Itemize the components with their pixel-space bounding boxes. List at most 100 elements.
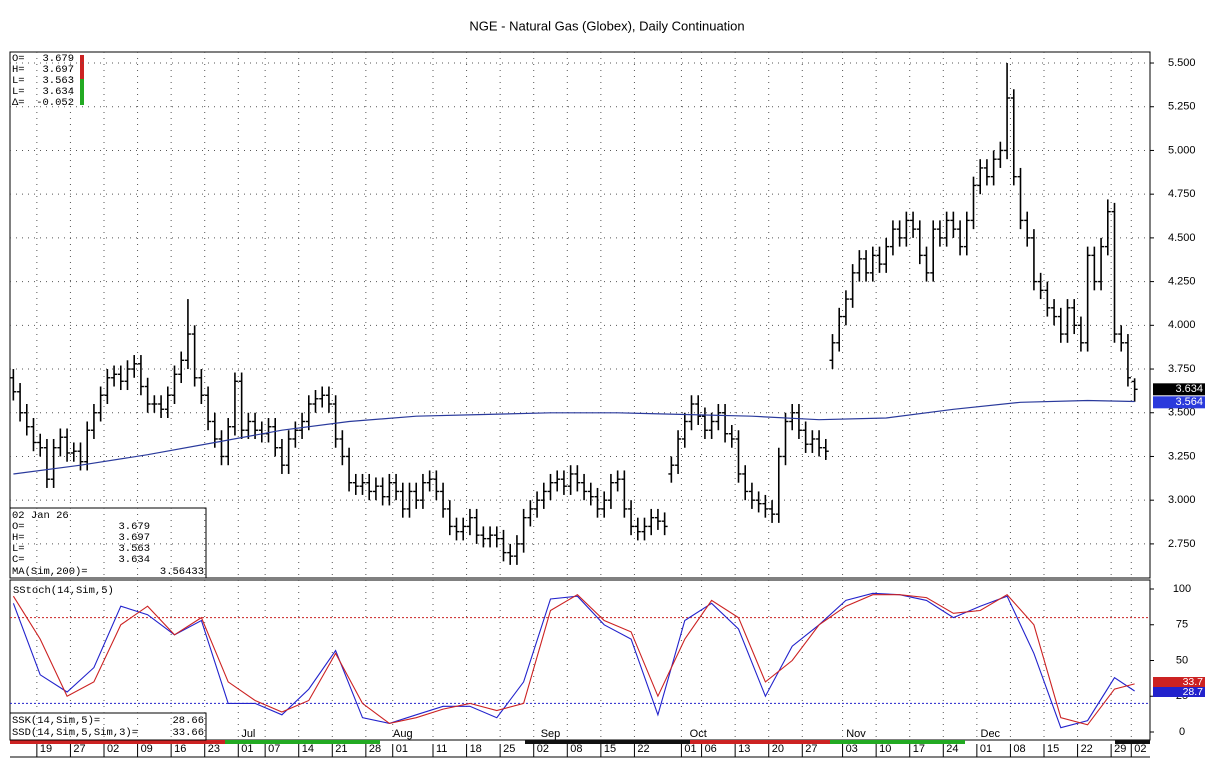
x-tick-label: 22 xyxy=(637,743,649,755)
y-tick-label: 5.000 xyxy=(1168,144,1196,156)
chart-title: NGE - Natural Gas (Globex), Daily Contin… xyxy=(469,18,744,33)
stoch-value-label: 33.7 xyxy=(1183,676,1204,688)
x-tick-label: 24 xyxy=(946,743,958,755)
y-tick-label: 5.250 xyxy=(1168,101,1196,113)
y-tick-label: 4.750 xyxy=(1168,188,1196,200)
y-tick-label: 75 xyxy=(1176,619,1188,631)
ma-value-box xyxy=(1153,396,1205,409)
x-tick-label: 10 xyxy=(879,743,891,755)
y-tick-label: 5.500 xyxy=(1168,57,1196,69)
date-strip xyxy=(10,740,225,744)
info-label: O= xyxy=(12,521,25,533)
x-tick-label: 16 xyxy=(174,743,186,755)
stoch-readout-name: SSK(14,Sim,5)= xyxy=(12,715,100,727)
stoch-value-box xyxy=(1153,687,1205,697)
y-tick-label: 100 xyxy=(1173,583,1191,595)
ma-line xyxy=(13,399,1135,475)
y-tick-label: 3.750 xyxy=(1168,363,1196,375)
stoch-readout-value: 33.66 xyxy=(172,727,204,739)
stoch-line xyxy=(12,592,1135,729)
y-tick-label: 3.500 xyxy=(1168,407,1196,419)
info-label: L= xyxy=(12,543,25,555)
x-tick-label: 28 xyxy=(369,743,381,755)
month-label: Dec xyxy=(981,728,1001,740)
readout-label: H= xyxy=(12,64,25,76)
x-tick-label: 01 xyxy=(980,743,992,755)
info-date: 02 Jan 26 xyxy=(12,510,69,522)
x-tick-label: 06 xyxy=(705,743,717,755)
x-tick-label: 08 xyxy=(1013,743,1025,755)
x-tick-label: 07 xyxy=(268,743,280,755)
stoch-readout-value: 28.66 xyxy=(172,715,204,727)
stoch-readout-name: SSD(14,Sim,5,Sim,3)= xyxy=(12,727,138,739)
x-tick-label: 02 xyxy=(1134,743,1146,755)
month-label: Jul xyxy=(241,728,255,740)
x-tick-label: 25 xyxy=(503,743,515,755)
readout-value: 3.563 xyxy=(42,75,74,87)
info-label: C= xyxy=(12,554,25,566)
readout-value: 3.634 xyxy=(42,86,74,98)
info-ma-label: MA(Sim,200)= xyxy=(12,566,88,578)
readout-value: -0.052 xyxy=(36,97,74,109)
x-tick-label: 15 xyxy=(604,743,616,755)
readout-label: O= xyxy=(12,53,25,65)
x-tick-label: 01 xyxy=(396,743,408,755)
x-tick-label: 13 xyxy=(738,743,750,755)
stoch-title: SStoch(14,Sim,5) xyxy=(13,585,114,597)
x-tick-label: 11 xyxy=(436,743,447,755)
readout-value: 3.679 xyxy=(42,53,74,65)
y-tick-label: 4.250 xyxy=(1168,276,1196,288)
y-tick-label: 0 xyxy=(1179,726,1185,738)
info-ma-value: 3.56433 xyxy=(160,566,204,578)
x-tick-label: 23 xyxy=(208,743,220,755)
readout-label: Δ= xyxy=(12,97,25,109)
x-tick-label: 08 xyxy=(570,743,582,755)
x-tick-label: 09 xyxy=(141,743,153,755)
readout-label: L= xyxy=(12,75,25,87)
x-tick-label: 01 xyxy=(241,743,253,755)
last-price-label: 3.634 xyxy=(1175,383,1203,395)
readout-marker xyxy=(80,79,84,105)
stoch-line xyxy=(12,593,1135,726)
stoch-value-box xyxy=(1153,677,1205,687)
date-strip xyxy=(225,740,380,744)
date-strip xyxy=(690,740,830,744)
x-tick-label: 17 xyxy=(913,743,925,755)
x-tick-label: 29 xyxy=(1114,743,1126,755)
x-tick-label: 03 xyxy=(846,743,858,755)
date-strip xyxy=(1115,740,1150,744)
x-tick-label: 21 xyxy=(335,743,347,755)
ma-value-label: 3.564 xyxy=(1175,396,1203,408)
info-value: 3.563 xyxy=(118,543,150,555)
readout-marker xyxy=(80,55,84,79)
x-tick-label: 02 xyxy=(537,743,549,755)
x-tick-label: 02 xyxy=(107,743,119,755)
y-tick-label: 3.250 xyxy=(1168,450,1196,462)
x-tick-label: 14 xyxy=(302,743,314,755)
y-tick-label: 50 xyxy=(1176,654,1188,666)
x-tick-label: 27 xyxy=(73,743,85,755)
date-strip xyxy=(525,740,690,744)
month-label: Nov xyxy=(846,728,866,740)
last-price-box xyxy=(1153,383,1205,396)
month-label: Aug xyxy=(393,728,413,740)
x-tick-label: 01 xyxy=(684,743,696,755)
info-value: 3.697 xyxy=(118,532,150,544)
info-value: 3.679 xyxy=(118,521,150,533)
readout-value: 3.697 xyxy=(42,64,74,76)
x-tick-label: 22 xyxy=(1081,743,1093,755)
price-panel xyxy=(9,51,1151,579)
stoch-info-box xyxy=(9,712,207,741)
info-value: 3.634 xyxy=(118,554,150,566)
x-tick-label: 18 xyxy=(470,743,482,755)
date-strip xyxy=(830,740,965,744)
info-label: H= xyxy=(12,532,25,544)
info-box xyxy=(9,507,207,579)
y-tick-label: 4.500 xyxy=(1168,232,1196,244)
y-tick-label: 3.000 xyxy=(1168,494,1196,506)
x-tick-label: 20 xyxy=(772,743,784,755)
y-tick-label: 2.750 xyxy=(1168,538,1196,550)
x-tick-label: 15 xyxy=(1047,743,1059,755)
x-tick-label: 19 xyxy=(40,743,52,755)
